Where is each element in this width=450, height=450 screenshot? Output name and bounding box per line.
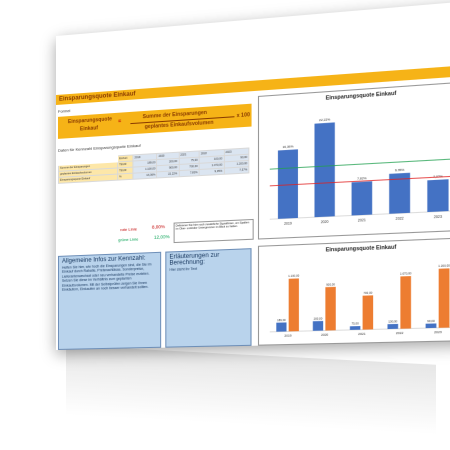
data-label: 22,22% [319, 117, 331, 122]
bar [325, 287, 335, 331]
data-label: 16,36% [282, 144, 293, 149]
data-label: 100,00 [388, 319, 398, 324]
data-label: 90,00 [427, 319, 435, 324]
data-label: 1.070,00 [400, 271, 412, 276]
bar [439, 268, 450, 327]
table-cell[interactable]: 7,37% [224, 167, 249, 175]
table-cell[interactable]: 16,36% [133, 172, 157, 179]
bar [276, 322, 286, 331]
gruene-linie-value[interactable]: 12,00% [154, 234, 170, 240]
data-label: 900,00 [326, 282, 335, 287]
table-cell[interactable]: 9,35% [199, 168, 224, 176]
tick-label: 2020 [321, 333, 329, 337]
gruene-linie-label: grüne Linie [118, 236, 138, 242]
data-label: 9,35% [395, 168, 405, 173]
explain-box[interactable]: Erläuterungen zur Berechnung: Hier steht… [165, 248, 251, 348]
formula-lhs-2: Einkauf [80, 125, 98, 132]
data-label: 189,00 [277, 318, 286, 322]
chart-volume[interactable]: Einsparungsquote Einkauf 189,00 1.100,00 2… [258, 237, 450, 345]
table-cell[interactable]: 7,82% [179, 169, 199, 176]
table-cell[interactable]: % [118, 173, 133, 180]
bar [350, 326, 360, 330]
tick-label: 2020 [321, 220, 329, 225]
data-label: 1.200,00 [438, 263, 450, 268]
page-reflection [66, 345, 436, 434]
rote-linie-label: rote Linie [120, 226, 137, 232]
info-box[interactable]: Allgemeine Infos zur Kennzahl: Helfen Si… [58, 252, 161, 350]
rote-linie-value[interactable]: 8,00% [152, 224, 165, 230]
tick-label: 2019 [284, 333, 292, 337]
data-heading: Daten für Kennzahl Einsparungsquote Eink… [58, 143, 141, 153]
tick-label: 2019 [284, 221, 292, 226]
info-box-body: Helfen Sie hier, wie hoch die Einsparung… [62, 262, 157, 292]
data-label: 75,00 [352, 321, 360, 325]
tick-label: 2023 [434, 215, 442, 220]
bar [278, 149, 298, 219]
bar [313, 321, 323, 331]
data-label: 200,00 [314, 316, 323, 320]
bar [363, 295, 374, 329]
bar [426, 323, 437, 328]
data-label: 1.100,00 [288, 274, 300, 279]
data-label: 700,00 [363, 291, 372, 296]
formula-equals: = [118, 119, 121, 125]
bar [314, 122, 334, 217]
tick-label: 2021 [358, 218, 366, 223]
bar [387, 324, 398, 329]
table-cell[interactable]: 22,22% [157, 171, 179, 178]
formula-box: Einsparungsquote Einkauf = Summe der Ein… [58, 104, 252, 139]
spreadsheet-page: Einsparungsquote Einkauf Formel Einsparu… [56, 1, 450, 350]
data-label: 7,82% [357, 176, 367, 181]
sheet-title: Einsparungsquote Einkauf [59, 89, 136, 105]
tick-label: 2022 [396, 216, 404, 221]
formula-lhs-1: Einsparungsquote [68, 116, 112, 125]
bar [352, 181, 373, 215]
tick-label: 2022 [396, 331, 404, 335]
signal-line-hint: Definieren Sie hier noch zusätzliche Sig… [174, 219, 254, 243]
bar [400, 276, 411, 329]
formel-label: Formel [58, 108, 70, 114]
tick-label: 2023 [434, 330, 442, 335]
data-table: Einheit 2019 2020 2021 2022 2023 Summe d… [58, 147, 249, 183]
bar [289, 278, 299, 331]
chart-quote-svg: 16,36%201922,22%20207,82%20219,35%20227,… [259, 83, 450, 239]
bar [427, 179, 448, 212]
tick-label: 2021 [358, 332, 366, 336]
formula-factor: x 100 [237, 112, 250, 119]
chart-quote[interactable]: Einsparungsquote Einkauf 16,36% 2019 22,22… [258, 81, 450, 239]
